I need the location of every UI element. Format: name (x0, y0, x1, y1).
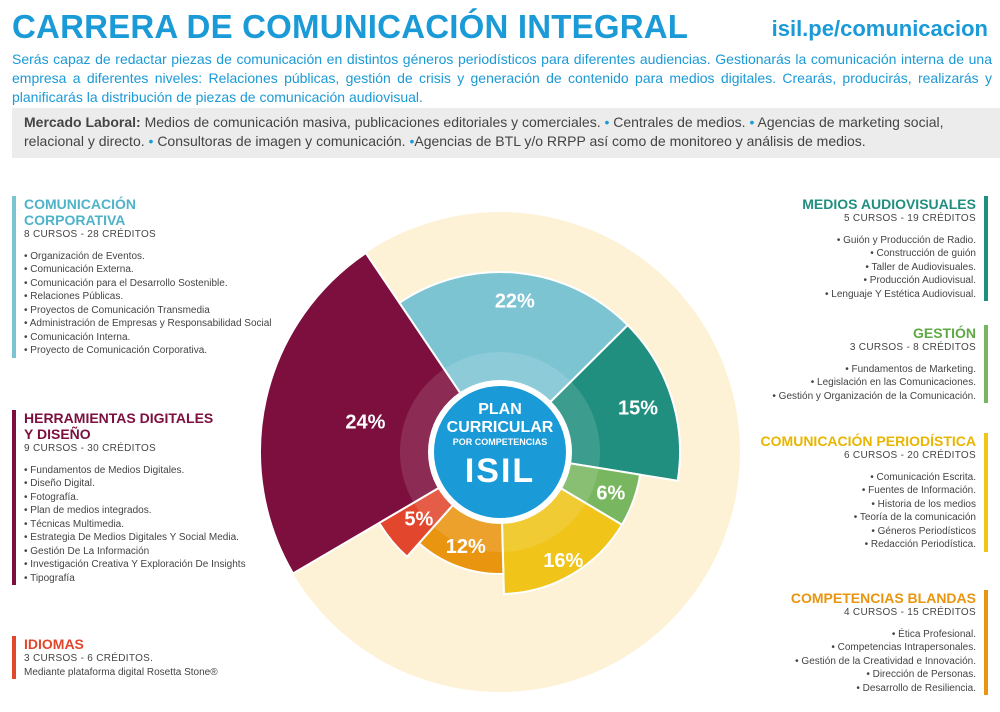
course-list: • Fundamentos de Marketing. • Legislació… (772, 363, 976, 404)
course-item: • Gestión De La Información (24, 545, 150, 557)
area-competencias-blandas: COMPETENCIAS BLANDAS 4 CURSOS - 15 CRÉDI… (791, 590, 988, 695)
slice-label: 22% (495, 291, 535, 313)
area-credits: 6 CURSOS - 20 CRÉDITOS (843, 450, 976, 461)
course-item: • Proyectos de Comunicación Transmedia (24, 304, 210, 316)
area-credits: 3 CURSOS - 6 CRÉDITOS. (24, 653, 154, 664)
slice-label: 16% (543, 550, 583, 572)
course-list: • Ética Profesional. • Competencias Intr… (791, 628, 976, 696)
site-url-link[interactable]: isil.pe/comunicacion (771, 16, 988, 41)
page-title: CARRERA DE COMUNICACIÓN INTEGRAL (12, 8, 689, 45)
slice-label: 5% (404, 509, 433, 531)
course-item: • Plan de medios integrados. (24, 505, 152, 516)
course-list: • Fundamentos de Medios Digitales. • Dis… (24, 464, 246, 586)
course-item: • Fundamentos de Medios Digitales. (24, 464, 185, 476)
area-gestion: GESTIÓN 3 CURSOS - 8 CRÉDITOS • Fundamen… (772, 325, 988, 403)
course-item: • Construcción de guión (870, 248, 976, 259)
market-item-1: Medios de comunicación masiva, publicaci… (144, 114, 601, 130)
course-item: • Guión y Producción de Radio. (836, 234, 976, 246)
course-item: • Dirección de Personas. (866, 669, 976, 680)
bullet-icon: • (409, 133, 415, 149)
area-title: COMPETENCIAS BLANDAS (790, 590, 976, 606)
center-circle (434, 386, 566, 518)
market-label: Mercado Laboral: (24, 114, 141, 130)
course-item: • Redacción Periodística. (864, 539, 976, 550)
course-item: • Competencias Intrapersonales. (831, 642, 976, 653)
course-item: • Proyecto de Comunicación Corporativa. (24, 345, 208, 356)
course-item: • Legislación en las Comunicaciones. (810, 377, 976, 388)
pie-slice (259, 251, 502, 575)
area-title-line: COMUNICACIÓN (24, 196, 136, 212)
slice-labels: 22% 15% 6% 16% 12% 5% 24% (345, 291, 658, 572)
market-item-3: Agencias de marketing social, relacional… (24, 114, 944, 149)
course-item: • Lenguaje Y Estética Audiovisual. (824, 288, 976, 300)
area-title-line: CORPORATIVA (24, 212, 126, 228)
course-item: • Gestión y Organización de la Comunicac… (772, 390, 976, 402)
area-credits: 3 CURSOS - 8 CRÉDITOS (849, 342, 976, 353)
slice-label: 6% (596, 482, 625, 504)
course-item: • Comunicación Escrita. (870, 471, 976, 483)
course-item: • Teoría de la comunicación (853, 512, 976, 523)
area-title: COMUNICACIÓN PERIODÍSTICA (760, 433, 976, 449)
area-title: COMUNICACIÓN CORPORATIVA (24, 196, 272, 228)
course-list: • Guión y Producción de Radio. • Constru… (802, 234, 976, 302)
area-title: MEDIOS AUDIOVISUALES (802, 196, 976, 212)
center-line-2: CURRICULAR (447, 419, 554, 436)
course-list: • Comunicación Escrita. • Fuentes de Inf… (761, 471, 976, 552)
market-box: Mercado Laboral: Medios de comunicación … (12, 108, 1000, 158)
area-title: IDIOMAS (24, 636, 84, 652)
course-item: • Investigación Creativa Y Exploración D… (24, 559, 246, 570)
course-item: • Fuentes de Información. (861, 485, 976, 496)
isil-logo-text: ISIL (465, 452, 535, 490)
bullet-icon: • (749, 114, 755, 130)
course-item: • Organización de Eventos. (24, 250, 145, 262)
course-item: • Desarrollo de Resiliencia. (856, 682, 976, 694)
area-title-line: Y DISEÑO (24, 426, 91, 442)
center-line-3: POR COMPETENCIAS (453, 437, 548, 447)
course-list: • Organización de Eventos. • Comunicació… (24, 250, 272, 358)
area-comunicacion-periodistica: COMUNICACIÓN PERIODÍSTICA 6 CURSOS - 20 … (761, 433, 988, 552)
course-item: • Administración de Empresas y Responsab… (24, 318, 272, 329)
bullet-icon: • (604, 114, 610, 130)
course-item: • Historia de los medios (871, 498, 976, 510)
course-item: • Géneros Periodísticos (871, 525, 976, 537)
course-item: • Ética Profesional. (891, 628, 976, 640)
course-item: • Gestión de la Creatividad e Innovación… (795, 655, 976, 667)
area-note: Mediante plataforma digital Rosetta Ston… (24, 666, 218, 678)
course-item: • Comunicación Interna. (24, 331, 131, 343)
area-credits: 4 CURSOS - 15 CRÉDITOS (843, 607, 976, 618)
course-item: • Técnicas Multimedia. (24, 518, 125, 530)
area-title: HERRAMIENTAS DIGITALES Y DISEÑO (24, 410, 246, 442)
area-idiomas: IDIOMAS 3 CURSOS - 6 CRÉDITOS. Mediante … (12, 636, 218, 679)
bullet-icon: • (148, 133, 154, 149)
course-item: • Diseño Digital. (24, 478, 95, 489)
area-herramientas-digitales: HERRAMIENTAS DIGITALES Y DISEÑO 9 CURSOS … (12, 410, 246, 585)
area-comunicacion-corporativa: COMUNICACIÓN CORPORATIVA 8 CURSOS - 28 CR… (12, 196, 272, 358)
course-item: • Taller de Audiovisuales. (865, 261, 976, 273)
course-item: • Relaciones Públicas. (24, 291, 124, 302)
course-item: • Fotografía. (24, 491, 79, 503)
course-item: • Comunicación Externa. (24, 264, 134, 275)
area-credits: 8 CURSOS - 28 CRÉDITOS (24, 229, 157, 240)
intro-text: Serás capaz de redactar piezas de comuni… (12, 51, 992, 105)
market-item-4: Consultoras de imagen y comunicación. (157, 133, 406, 149)
slice-label: 12% (446, 536, 486, 558)
area-title-line: HERRAMIENTAS DIGITALES (24, 410, 214, 426)
area-medios-audiovisuales: MEDIOS AUDIOVISUALES 5 CURSOS - 19 CRÉDI… (802, 196, 988, 301)
slice-label: 15% (618, 398, 658, 420)
course-item: • Comunicación para el Desarrollo Sosten… (24, 277, 228, 289)
course-item: • Estrategia De Medios Digitales Y Socia… (24, 532, 239, 543)
pie-slice (397, 271, 630, 454)
market-item-2: Centrales de medios. (613, 114, 746, 130)
course-item: • Tipografía (24, 572, 75, 584)
slice-label: 24% (345, 411, 385, 433)
area-credits: 9 CURSOS - 30 CRÉDITOS (24, 443, 157, 454)
center-line-1: PLAN (478, 401, 522, 418)
course-item: • Fundamentos de Marketing. (845, 363, 976, 375)
course-item: • Producción Audiovisual. (863, 275, 976, 286)
market-item-5: Agencias de BTL y/o RRPP así como de mon… (414, 133, 866, 149)
area-title: GESTIÓN (912, 325, 976, 341)
area-credits: 5 CURSOS - 19 CRÉDITOS (843, 213, 976, 224)
